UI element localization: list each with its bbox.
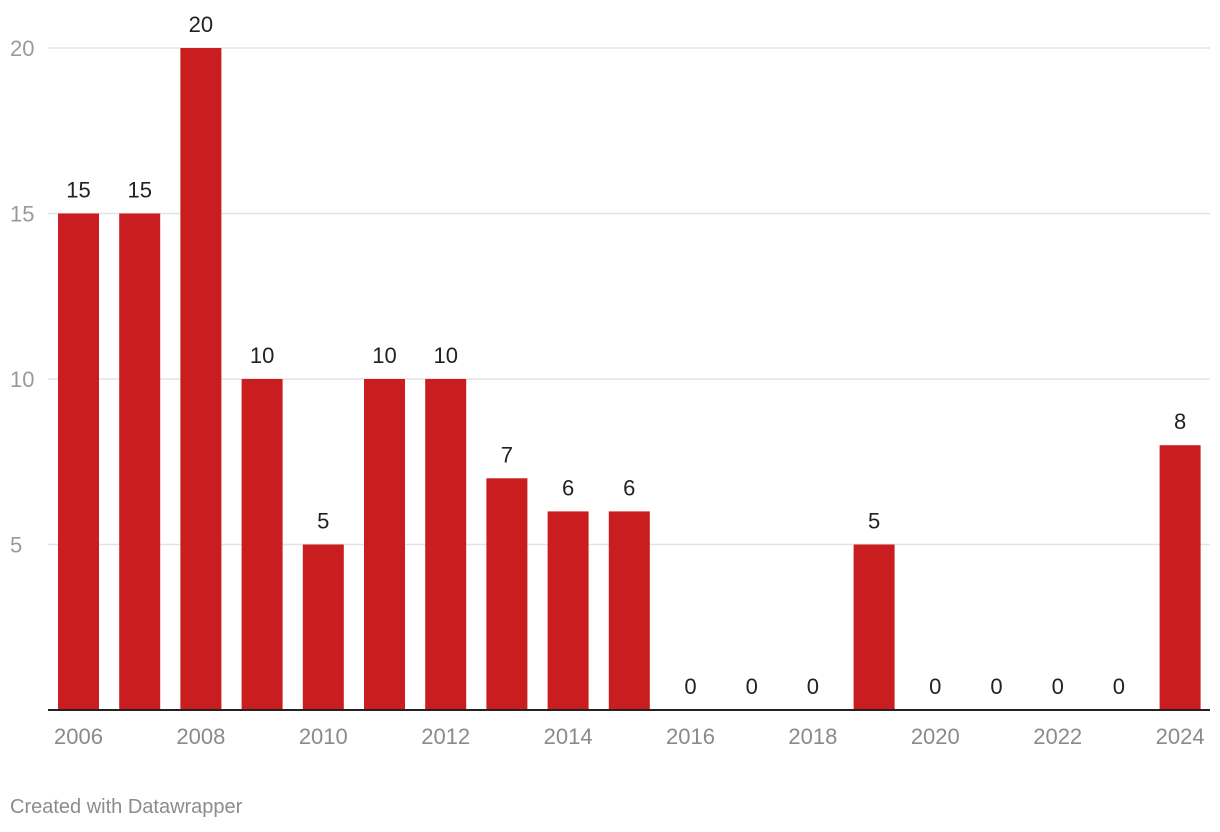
data-label-2006: 15: [66, 178, 90, 203]
bar-2013: [486, 478, 528, 710]
y-axis-labels: 5 10 15 20: [10, 36, 34, 558]
bar-2024: [1159, 445, 1201, 710]
bar-2007: [119, 213, 161, 710]
x-tick-label-2010: 2010: [299, 724, 348, 749]
data-label-2012: 10: [433, 343, 457, 368]
x-axis-labels: 2006 2008 2010 2012 2014 2016 2018 2020 2022 2024: [54, 724, 1205, 749]
bar-2010: [302, 544, 344, 710]
data-labels: 15 15 20 10 5 10 10 7 6 6 0 0 0 5 0 0 0 0 8: [66, 12, 1186, 699]
x-tick-label-2024: 2024: [1156, 724, 1205, 749]
x-tick-label-2012: 2012: [421, 724, 470, 749]
data-label-2015: 6: [623, 475, 635, 500]
data-label-2009: 10: [250, 343, 274, 368]
data-label-2017: 0: [746, 674, 758, 699]
data-label-2024: 8: [1174, 409, 1186, 434]
y-tick-label: 15: [10, 202, 34, 227]
data-label-2018: 0: [807, 674, 819, 699]
data-label-2019: 5: [868, 509, 880, 534]
data-label-2023: 0: [1113, 674, 1125, 699]
x-tick-label-2022: 2022: [1033, 724, 1082, 749]
x-tick-label-2020: 2020: [911, 724, 960, 749]
data-label-2007: 15: [127, 178, 151, 203]
y-tick-label: 20: [10, 36, 34, 61]
data-label-2014: 6: [562, 475, 574, 500]
data-label-2011: 10: [372, 343, 396, 368]
x-tick-label-2016: 2016: [666, 724, 715, 749]
x-tick-label-2018: 2018: [788, 724, 837, 749]
bar-2014: [547, 511, 589, 710]
credit-text: Created with Datawrapper: [10, 796, 243, 818]
bar-2012: [425, 379, 467, 710]
bar-2019: [853, 544, 895, 710]
bar-2009: [241, 379, 283, 710]
x-tick-label-2008: 2008: [176, 724, 225, 749]
bar-2006: [58, 213, 99, 710]
x-tick-label-2014: 2014: [544, 724, 593, 749]
data-label-2008: 20: [189, 12, 213, 37]
data-label-2021: 0: [990, 674, 1002, 699]
bar-2015: [608, 511, 650, 710]
bar-2011: [364, 379, 405, 710]
y-tick-label: 10: [10, 367, 34, 392]
x-tick-label-2006: 2006: [54, 724, 103, 749]
data-label-2020: 0: [929, 674, 941, 699]
y-tick-label: 5: [10, 533, 22, 558]
data-label-2016: 0: [684, 674, 696, 699]
data-label-2010: 5: [317, 509, 329, 534]
data-label-2022: 0: [1052, 674, 1064, 699]
bar-2008: [180, 48, 222, 710]
y-gridlines: [48, 47, 1210, 546]
data-label-2013: 7: [501, 442, 513, 467]
bars: [58, 48, 1201, 710]
